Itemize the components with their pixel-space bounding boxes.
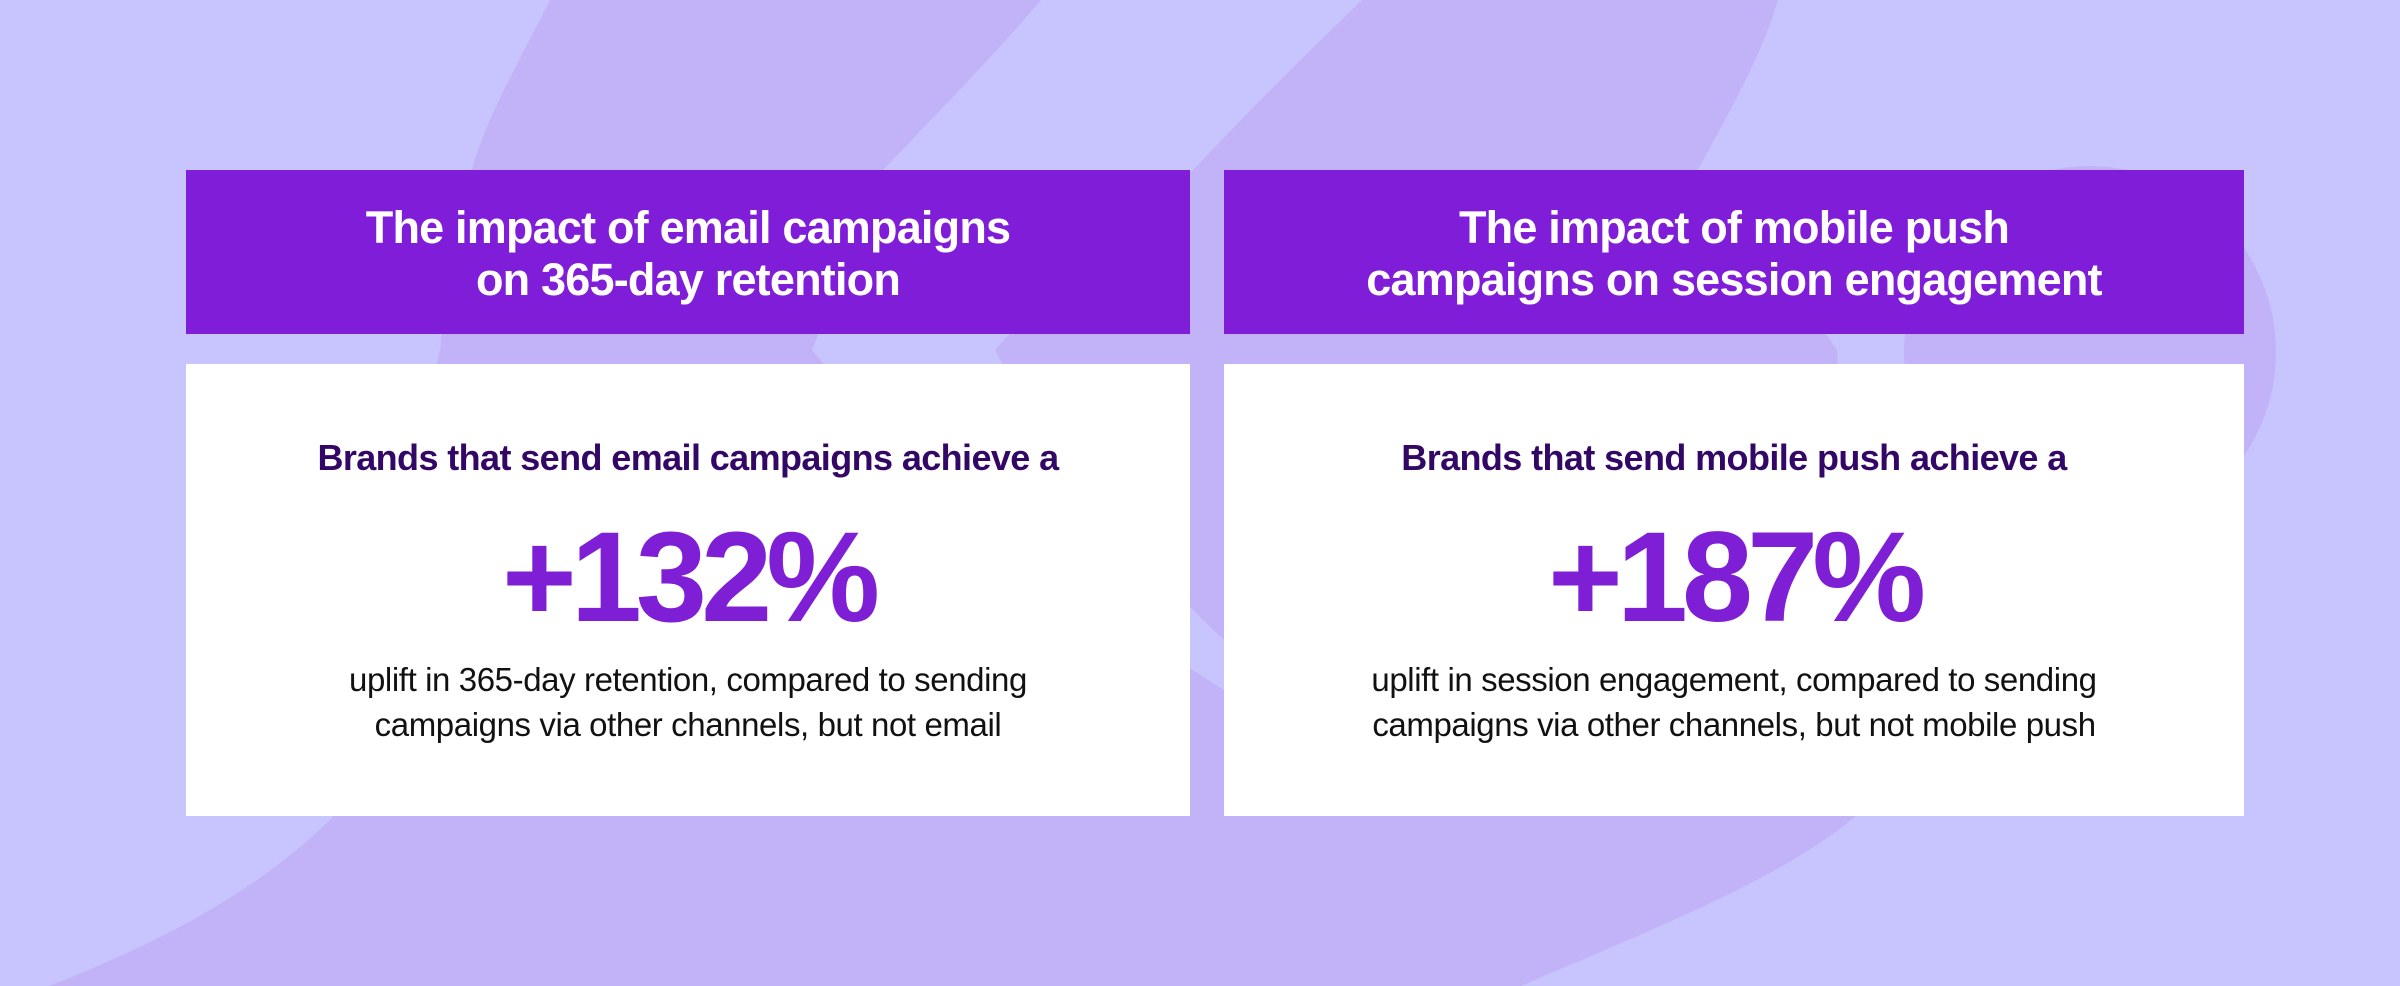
stat-lead-text: Brands that send mobile push achieve a <box>1401 437 2067 478</box>
email-campaigns-panel: The impact of email campaigns on 365-day… <box>186 170 1190 816</box>
stat-value: +132% <box>501 506 880 649</box>
panel-title-line1: The impact of mobile push <box>1458 202 2010 253</box>
panel-header: The impact of email campaigns on 365-day… <box>186 170 1190 334</box>
stat-description-line2: campaigns via other channels, but not mo… <box>1372 706 2096 743</box>
panel-title: The impact of email campaigns on 365-day… <box>365 202 1011 306</box>
stat-description-line1: uplift in 365-day retention, compared to… <box>349 661 1027 698</box>
mobile-push-panel: The impact of mobile push campaigns on s… <box>1224 170 2244 816</box>
stat-description-line2: campaigns via other channels, but not em… <box>374 706 1002 743</box>
stat-card: Brands that send email campaigns achieve… <box>186 364 1190 816</box>
panel-title-line2: on 365-day retention <box>475 254 901 305</box>
panel-title: The impact of mobile push campaigns on s… <box>1366 202 2102 306</box>
stat-lead-text: Brands that send email campaigns achieve… <box>317 437 1059 478</box>
panel-header: The impact of mobile push campaigns on s… <box>1224 170 2244 334</box>
stat-description: uplift in session engagement, compared t… <box>1224 657 2244 747</box>
stat-description-line1: uplift in session engagement, compared t… <box>1371 661 2097 698</box>
panel-title-line1: The impact of email campaigns <box>365 202 1011 253</box>
stat-value: +187% <box>1547 506 1926 649</box>
stat-card: Brands that send mobile push achieve a +… <box>1224 364 2244 816</box>
panel-title-line2: campaigns on session engagement <box>1366 254 2102 305</box>
stat-description: uplift in 365-day retention, compared to… <box>186 657 1190 747</box>
